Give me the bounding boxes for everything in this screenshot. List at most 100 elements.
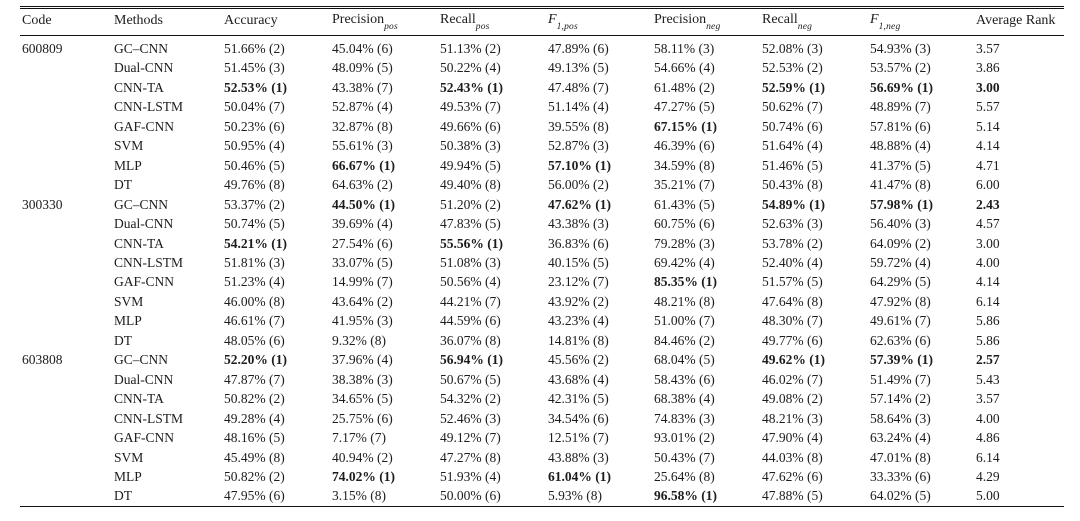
method-cell: SVM — [114, 449, 144, 465]
table-row: Dual-CNN 51.45% (3) 48.09% (5) 50.22% (4) 49… — [20, 58, 1064, 77]
col-header-label: Accuracy — [224, 13, 278, 28]
value-cell: 50.67% (5) — [440, 371, 501, 387]
value-cell: 4.00 — [976, 410, 1000, 426]
value-cell: 47.01% (8) — [870, 449, 931, 465]
value-cell: 41.47% (8) — [870, 177, 931, 193]
value-cell: 39.69% (4) — [332, 216, 393, 232]
value-cell: 41.37% (5) — [870, 157, 931, 173]
method-cell: GC–CNN — [114, 41, 169, 56]
value-cell: 49.28% (4) — [224, 410, 285, 426]
value-cell: 3.57 — [976, 41, 1000, 56]
value-cell: 38.38% (3) — [332, 371, 393, 387]
value-cell: 49.61% (7) — [870, 313, 931, 329]
value-cell: 44.50% (1) — [332, 196, 395, 212]
table-row: GAF-CNN 51.23% (4) 14.99% (7) 50.56% (4) 23.… — [20, 272, 1064, 291]
table-row: SVM 50.95% (4) 55.61% (3) 50.38% (3) 52.87% … — [20, 136, 1064, 155]
value-cell: 64.63% (2) — [332, 177, 393, 193]
value-cell: 3.00 — [976, 79, 1000, 95]
value-cell: 43.38% (7) — [332, 79, 393, 95]
value-cell: 34.59% (8) — [654, 157, 715, 173]
value-cell: 47.62% (6) — [762, 468, 823, 484]
value-cell: 48.21% (3) — [762, 410, 823, 426]
value-cell: 48.89% (7) — [870, 99, 931, 115]
value-cell: 44.03% (8) — [762, 449, 823, 465]
value-cell: 64.02% (5) — [870, 488, 931, 504]
code-cell — [20, 389, 112, 408]
value-cell: 47.27% (8) — [440, 449, 501, 465]
table-row: 603808 GC–CNN 52.20% (1) 37.96% (4) 56.94% (… — [20, 350, 1064, 369]
code-cell — [20, 311, 112, 330]
code-cell: 600809 — [22, 41, 63, 56]
col-header-precision-pos: Precisionpos — [330, 7, 438, 36]
value-cell: 42.31% (5) — [548, 391, 609, 407]
value-cell: 96.58% (1) — [654, 488, 717, 504]
value-cell: 50.22% (4) — [440, 60, 501, 76]
value-cell: 45.49% (8) — [224, 449, 285, 465]
value-cell: 50.04% (7) — [224, 99, 285, 115]
value-cell: 5.14 — [976, 118, 1000, 134]
col-header-methods: Methods — [112, 7, 222, 36]
value-cell: 50.95% (4) — [224, 138, 285, 154]
value-cell: 14.99% (7) — [332, 274, 393, 290]
value-cell: 43.92% (2) — [548, 293, 609, 309]
value-cell: 50.74% (6) — [762, 118, 823, 134]
code-cell — [20, 428, 112, 447]
value-cell: 37.96% (4) — [332, 352, 393, 368]
code-cell — [20, 409, 112, 428]
value-cell: 34.54% (6) — [548, 410, 609, 426]
value-cell: 51.23% (4) — [224, 274, 285, 290]
value-cell: 50.82% (2) — [224, 391, 285, 407]
value-cell: 51.66% (2) — [224, 41, 285, 56]
value-cell: 47.89% (6) — [548, 41, 609, 56]
col-header-label: Average Rank — [976, 13, 1056, 28]
table-row: CNN-LSTM 50.04% (7) 52.87% (4) 49.53% (7) 51… — [20, 97, 1064, 116]
method-cell: SVM — [114, 293, 144, 309]
method-cell: GAF-CNN — [114, 274, 175, 290]
value-cell: 36.83% (6) — [548, 235, 609, 251]
col-header-label: Precision — [654, 12, 707, 28]
table-row: 600809 GC–CNN 51.66% (2) 45.04% (6) 51.13% (… — [20, 36, 1064, 59]
value-cell: 49.08% (2) — [762, 391, 823, 407]
value-cell: 48.21% (8) — [654, 293, 715, 309]
col-header-subscript: 1,pos — [556, 21, 578, 32]
value-cell: 9.32% (8) — [332, 332, 386, 348]
value-cell: 4.29 — [976, 468, 1000, 484]
value-cell: 63.24% (4) — [870, 430, 931, 446]
value-cell: 50.46% (5) — [224, 157, 285, 173]
value-cell: 93.01% (2) — [654, 430, 715, 446]
table-row: CNN-TA 52.53% (1) 43.38% (7) 52.43% (1) 47.4… — [20, 78, 1064, 97]
method-cell: DT — [114, 488, 132, 504]
method-cell: CNN-LSTM — [114, 99, 184, 115]
value-cell: 66.67% (1) — [332, 157, 395, 173]
value-cell: 85.35% (1) — [654, 274, 717, 290]
table-row: MLP 50.46% (5) 66.67% (1) 49.94% (5) 57.10% … — [20, 156, 1064, 175]
table-row: DT 49.76% (8) 64.63% (2) 49.40% (8) 56.00% (… — [20, 175, 1064, 194]
value-cell: 23.12% (7) — [548, 274, 609, 290]
value-cell: 51.57% (5) — [762, 274, 823, 290]
value-cell: 6.14 — [976, 293, 1000, 309]
value-cell: 79.28% (3) — [654, 235, 715, 251]
table-row: CNN-TA 54.21% (1) 27.54% (6) 55.56% (1) 36.8… — [20, 234, 1064, 253]
table-row: GAF-CNN 50.23% (6) 32.87% (8) 49.66% (6) 39.… — [20, 117, 1064, 136]
header-row: Code Methods Accuracy Precisionpos Recallpos… — [20, 7, 1064, 36]
value-cell: 3.86 — [976, 60, 1000, 76]
method-cell: DT — [114, 332, 132, 348]
value-cell: 3.15% (8) — [332, 488, 386, 504]
value-cell: 50.23% (6) — [224, 118, 285, 134]
value-cell: 51.81% (3) — [224, 254, 285, 270]
table-row: Dual-CNN 47.87% (7) 38.38% (3) 50.67% (5) 43… — [20, 370, 1064, 389]
value-cell: 68.04% (5) — [654, 352, 715, 368]
value-cell: 51.93% (4) — [440, 468, 501, 484]
value-cell: 54.32% (2) — [440, 391, 501, 407]
value-cell: 52.46% (3) — [440, 410, 501, 426]
value-cell: 2.43 — [976, 196, 1000, 212]
code-cell — [20, 117, 112, 136]
col-header-accuracy: Accuracy — [222, 7, 330, 36]
value-cell: 58.43% (6) — [654, 371, 715, 387]
value-cell: 56.69% (1) — [870, 79, 933, 95]
table-row: DT 47.95% (6) 3.15% (8) 50.00% (6) 5.93% (8)… — [20, 486, 1064, 506]
value-cell: 50.74% (5) — [224, 216, 285, 232]
code-cell — [20, 331, 112, 350]
value-cell: 68.38% (4) — [654, 391, 715, 407]
value-cell: 52.59% (1) — [762, 79, 825, 95]
